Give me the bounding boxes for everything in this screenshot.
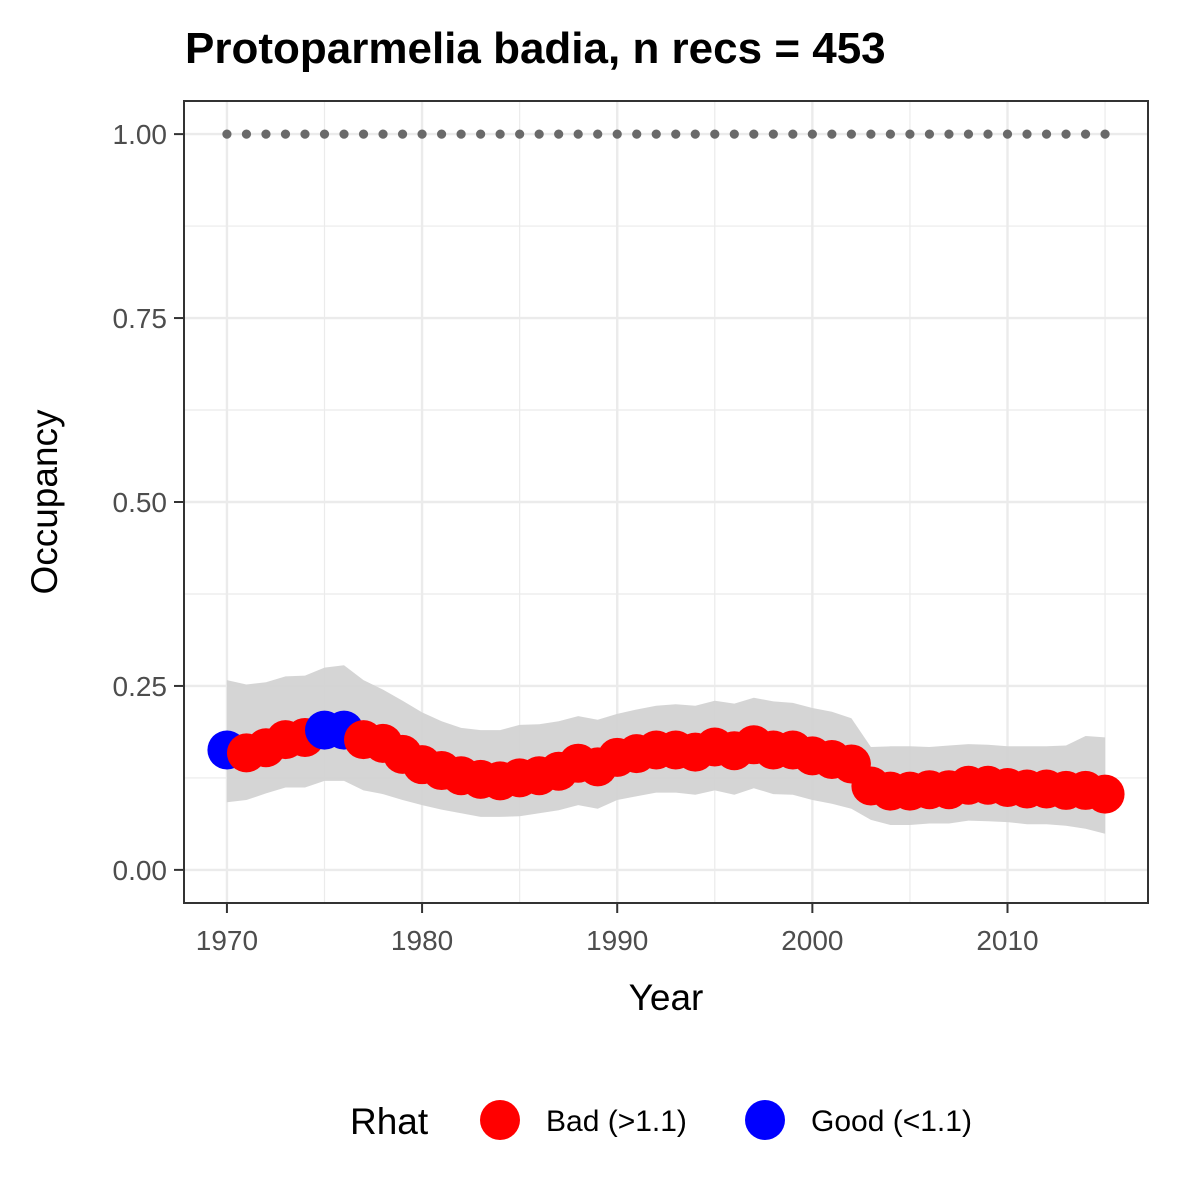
x-axis-label: Year xyxy=(629,977,704,1018)
legend-label-bad: Bad (>1.1) xyxy=(546,1105,687,1138)
reference-dot xyxy=(690,129,700,139)
reference-dot xyxy=(612,129,622,139)
reference-dot xyxy=(397,129,408,139)
reference-dot xyxy=(378,129,388,139)
x-tick-label: 2000 xyxy=(781,925,843,956)
reference-dot xyxy=(495,129,505,139)
reference-dot xyxy=(1002,129,1013,139)
reference-dot xyxy=(905,129,915,139)
x-tick-label: 1980 xyxy=(391,925,453,956)
reference-dot xyxy=(1041,129,1052,139)
reference-dot xyxy=(261,129,271,139)
occupancy-point-2015 xyxy=(1085,774,1125,814)
reference-dot xyxy=(924,129,935,139)
y-axis-label: Occupancy xyxy=(24,409,65,595)
reference-dot xyxy=(456,129,466,139)
y-tick-label: 0.25 xyxy=(113,671,168,702)
reference-dot xyxy=(319,129,330,139)
reference-dot xyxy=(339,129,349,139)
reference-dot xyxy=(983,129,993,139)
reference-dot xyxy=(358,129,369,139)
reference-dot xyxy=(300,129,310,139)
reference-dot xyxy=(1100,129,1110,139)
x-tick-label: 2010 xyxy=(976,925,1038,956)
reference-dot xyxy=(866,129,876,139)
y-axis: 0.00 0.25 0.50 0.75 1.00 xyxy=(113,119,184,886)
reference-dot xyxy=(280,129,291,139)
reference-dot xyxy=(436,129,447,139)
reference-dot xyxy=(632,129,642,139)
reference-dot xyxy=(963,129,974,139)
reference-dot xyxy=(885,129,896,139)
reference-dot xyxy=(1022,129,1032,139)
reference-dot xyxy=(417,129,427,139)
legend-key-bad xyxy=(480,1100,520,1140)
reference-dot xyxy=(944,129,954,139)
reference-dot xyxy=(515,129,525,139)
reference-dot xyxy=(788,129,798,139)
legend-key-good xyxy=(745,1100,785,1140)
reference-dot xyxy=(222,129,232,139)
legend: Rhat Bad (>1.1) Good (<1.1) xyxy=(350,1100,972,1142)
x-axis: 1970 1980 1990 2000 2010 xyxy=(196,903,1039,956)
reference-dot xyxy=(729,129,739,139)
chart-title: Protoparmelia badia, n recs = 453 xyxy=(185,24,886,73)
y-tick-label: 0.75 xyxy=(113,303,168,334)
reference-dot xyxy=(651,129,661,139)
reference-dot xyxy=(846,129,856,139)
reference-dot xyxy=(710,129,720,139)
reference-dot xyxy=(241,129,252,139)
legend-title: Rhat xyxy=(350,1101,429,1142)
reference-dot xyxy=(807,129,817,139)
reference-dot xyxy=(573,129,583,139)
reference-dot xyxy=(554,129,564,139)
reference-dot xyxy=(476,129,486,139)
y-tick-label: 0.50 xyxy=(113,487,168,518)
reference-dot xyxy=(534,129,544,139)
reference-dot xyxy=(671,129,681,139)
x-tick-label: 1990 xyxy=(586,925,648,956)
legend-label-good: Good (<1.1) xyxy=(811,1105,972,1138)
reference-dot xyxy=(593,129,603,139)
points-layer xyxy=(207,710,1125,814)
reference-line-layer xyxy=(222,129,1110,139)
reference-dot xyxy=(768,129,778,139)
reference-dot xyxy=(749,129,759,139)
reference-dot xyxy=(1080,129,1091,139)
y-tick-label: 0.00 xyxy=(113,855,168,886)
reference-dot xyxy=(1061,129,1071,139)
x-tick-label: 1970 xyxy=(196,925,258,956)
reference-dot xyxy=(827,129,837,139)
y-tick-label: 1.00 xyxy=(113,119,168,150)
